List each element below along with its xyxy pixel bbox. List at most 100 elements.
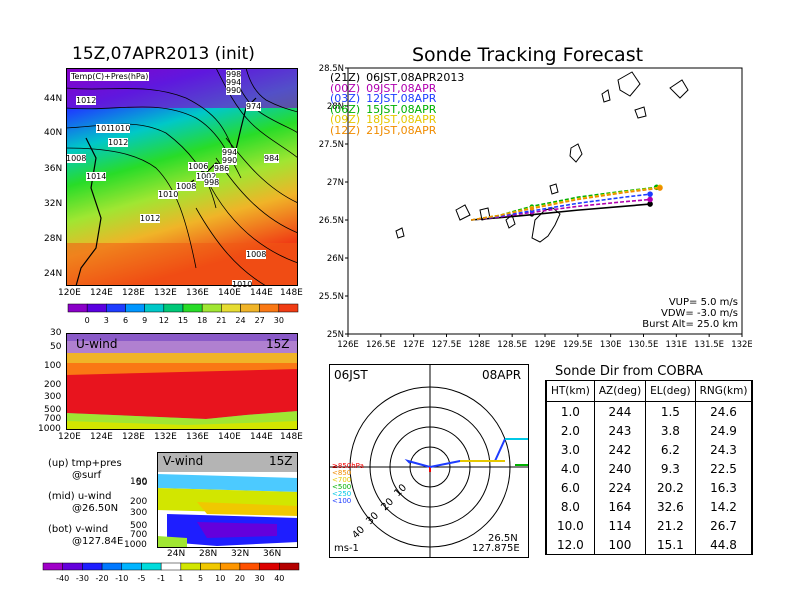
uwind-ylabel: 30 — [50, 328, 62, 338]
legend-time: 09JST,08APR — [366, 81, 437, 95]
vwind-xlabel: 32N — [231, 549, 250, 559]
legend-entry: (06Z) 15JST,08APR — [330, 104, 464, 116]
legend-entry: (12Z) 21JST,08APR — [330, 123, 464, 137]
table-cell: 21.2 — [645, 516, 696, 535]
lat-label: 32N — [44, 199, 63, 209]
legend-entry: (03Z) 12JST,08APR — [330, 93, 464, 105]
table-cell: 24.3 — [694, 440, 753, 459]
hodograph-date: 08APR — [482, 368, 522, 382]
uwind-ylabel: 300 — [44, 392, 62, 402]
uwind-section: U-wind 15Z — [66, 333, 298, 430]
track-line-2 — [471, 193, 651, 221]
legend-time: 21JST,08APR — [366, 123, 437, 137]
legend-time: 18JST,08APR — [366, 113, 437, 126]
pressure-label: 1010 — [158, 190, 179, 199]
track-line-5 — [470, 187, 661, 221]
uwind-xlabel: 128E — [122, 432, 145, 442]
x-tick-label: 127E — [403, 340, 425, 350]
lat-label: 36N — [44, 164, 63, 174]
vwind-ylabel: 1000 — [124, 540, 147, 550]
track-endpoint-1 — [647, 196, 653, 203]
pressure-label: 986 — [214, 164, 230, 173]
island-outline — [455, 204, 471, 221]
vwind-label: V-wind — [163, 454, 204, 468]
table-cell: 3.8 — [645, 421, 696, 440]
vwind-frame — [157, 452, 298, 548]
lon-label: 144E — [250, 288, 273, 298]
pressure-label: 994 — [222, 148, 238, 157]
colorbar-swatch — [221, 303, 241, 313]
colorbar-tick: -10 — [115, 574, 128, 583]
level-legend: ≥850hPa <850 <700 <500 <250 <100 — [332, 463, 364, 505]
table-cell: 6.0 — [546, 478, 595, 497]
x-tick-label: 130.5E — [629, 340, 659, 350]
vwind-section-svg — [157, 452, 298, 548]
table-row: 3.0 242 6.2 24.3 — [546, 440, 753, 459]
lon-label: 148E — [280, 288, 303, 298]
x-tick-label: 126.5E — [366, 340, 396, 350]
vwind-ylabel: 500 — [130, 521, 148, 531]
hodograph-lat: 26.5N — [488, 533, 518, 544]
colorbar-swatch — [160, 562, 182, 571]
surface-map: Temp(C)+Pres(hPa) 1012 1010 1010 1012 10… — [65, 67, 299, 289]
temperature-colorbar: 0 3 6 9 12 15 18 21 24 27 30 — [64, 302, 302, 328]
x-tick-label: 128E — [469, 340, 491, 350]
ring-label: 40 — [350, 524, 367, 541]
level-legend-item: <850 — [332, 469, 352, 477]
legend-bot: (bot) v-wind — [48, 524, 109, 535]
table-cell: 9.3 — [645, 459, 696, 478]
table-header: AZ(deg) — [593, 381, 647, 402]
temperature-colorbar-svg: 0 3 6 9 12 15 18 21 24 27 30 — [67, 303, 299, 325]
vwind-section: V-wind 15Z — [157, 452, 298, 548]
colorbar-swatch — [182, 303, 203, 313]
y-tick-label: 26N — [327, 254, 344, 264]
island-outline — [531, 207, 561, 243]
colorbar-swatch — [62, 562, 83, 571]
track-line-3 — [470, 186, 657, 221]
x-tick-label: 130E — [600, 340, 622, 350]
pressure-label: 1010 — [96, 124, 117, 133]
y-tick-label: 28.5N — [319, 64, 344, 74]
sonde-table: HT(km) AZ(deg) EL(deg) RNG(km) 1.0 244 1.5 24.… — [546, 381, 753, 554]
uwind-section-svg — [66, 333, 298, 430]
colorbar-tick: 10 — [215, 574, 225, 583]
lon-label: 124E — [90, 288, 113, 298]
colorbar-swatch — [279, 562, 300, 571]
table-header: HT(km) — [546, 381, 595, 402]
colorbar-tick: 5 — [198, 574, 203, 583]
colorbar-tick: -30 — [76, 574, 89, 583]
colorbar-tick: 12 — [159, 316, 169, 325]
lon-label: 132E — [154, 288, 177, 298]
colorbar-swatch — [163, 303, 184, 313]
colorbar-swatch — [121, 562, 142, 571]
colorbar-tick: -40 — [56, 574, 69, 583]
legend-mid: (mid) u-wind — [48, 491, 112, 502]
colorbar-swatch — [42, 562, 63, 571]
vwind-ylabel: 200 — [130, 497, 148, 507]
map-subtitle: Temp(C)+Pres(hPa) — [70, 72, 150, 81]
table-cell: 114 — [593, 516, 647, 535]
table-cell: 1.5 — [645, 401, 696, 421]
track-midpoint-5 — [529, 206, 534, 211]
pressure-label: 1012 — [140, 214, 161, 223]
param-burst: Burst Alt= 25.0 km — [642, 319, 738, 330]
x-tick-label: 128.5E — [497, 340, 527, 350]
table-row: 12.0 100 15.1 44.8 — [546, 535, 753, 554]
uwind-ylabel: 100 — [44, 361, 62, 371]
vwind-xlabel: 28N — [199, 549, 218, 559]
lon-label: 140E — [218, 288, 241, 298]
map-frame — [66, 68, 298, 286]
sonde-table-wrap: HT(km) AZ(deg) EL(deg) RNG(km) 1.0 244 1.5 24.… — [545, 380, 754, 555]
y-tick-label: 25N — [327, 330, 344, 340]
table-cell: 1.0 — [546, 401, 595, 421]
legend-code: (00Z) — [330, 81, 361, 95]
pressure-label: 990 — [222, 156, 238, 165]
pressure-label: 998 — [204, 178, 220, 187]
map-title: 15Z,07APR2013 (init) — [72, 44, 255, 64]
colorbar-swatch — [259, 303, 280, 313]
tracking-chart: 126E 126.5E 127E 127.5E 128E 128.5E 129E 129.5E… — [310, 60, 753, 352]
colorbar-swatch — [125, 303, 145, 313]
param-vdw: VDW= -3.0 m/s — [661, 308, 738, 319]
level-legend-item: ≥850hPa — [332, 462, 364, 470]
colorbar-swatch — [239, 562, 260, 571]
